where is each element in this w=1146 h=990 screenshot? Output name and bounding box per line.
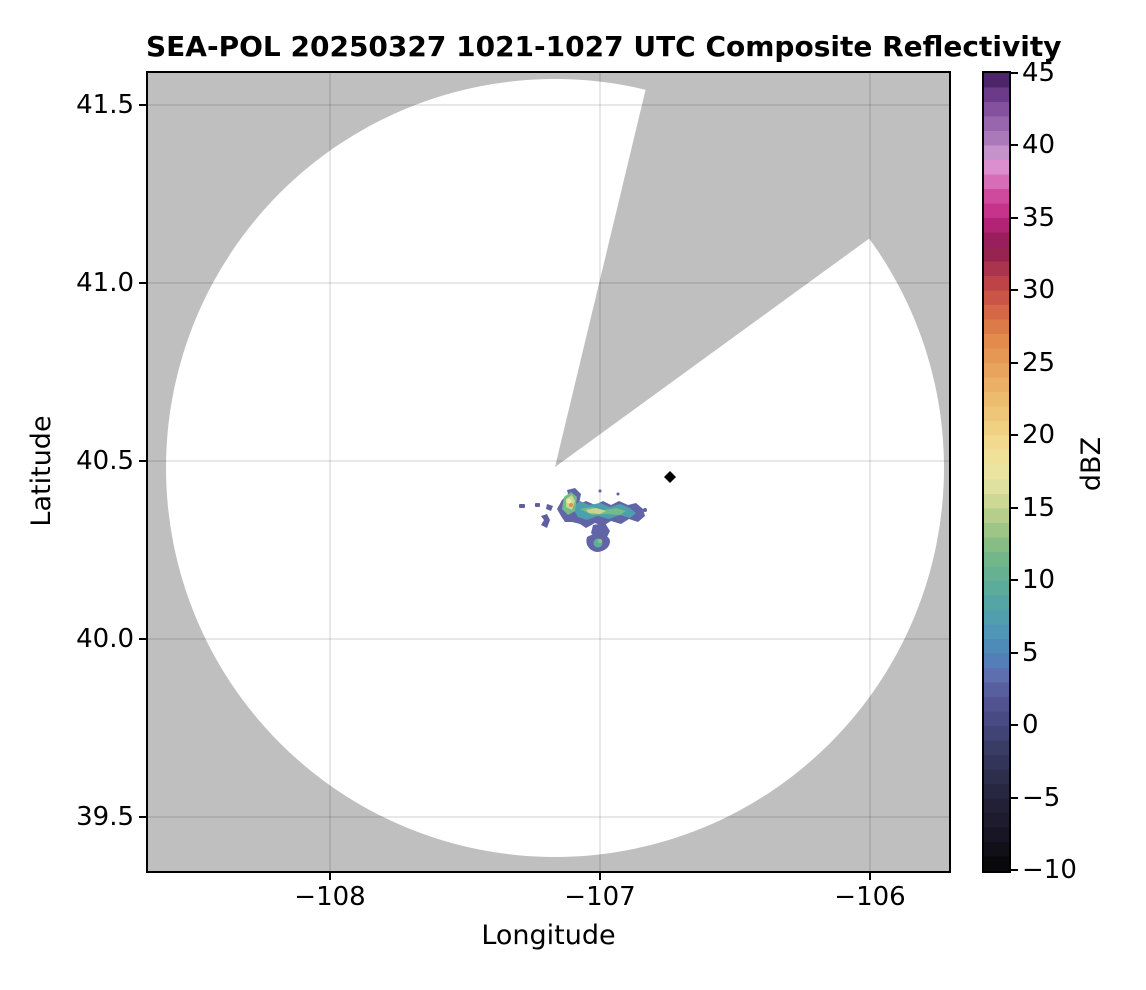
colorbar-tick-mark (1011, 289, 1018, 291)
colorbar-tick-label: 20 (1022, 420, 1056, 450)
y-tick-label: 41.5 (76, 90, 134, 120)
colorbar-tick-mark (1011, 434, 1018, 436)
colorbar-tick-mark (1011, 724, 1018, 726)
site-diamond-marker (664, 471, 676, 483)
gridlines (148, 73, 949, 871)
colorbar-tick-mark (1011, 797, 1018, 799)
colorbar-tick-label: 5 (1022, 638, 1039, 668)
colorbar-tick-label: 40 (1022, 130, 1056, 160)
y-axis-label: Latitude (26, 415, 57, 527)
colorbar-tick-mark (1011, 217, 1018, 219)
colorbar-tick-label: 25 (1022, 348, 1056, 378)
x-tick-mark (329, 873, 331, 880)
colorbar-tick-mark (1011, 72, 1018, 74)
x-axis-label: Longitude (481, 920, 616, 951)
x-tick-label: −106 (834, 882, 906, 912)
colorbar-tick-label: 10 (1022, 565, 1056, 595)
colorbar-tick-label: −5 (1022, 783, 1061, 813)
colorbar-tick-label: −10 (1022, 855, 1077, 885)
colorbar-tick-mark (1011, 144, 1018, 146)
plot-area (146, 71, 951, 873)
colorbar-tick-mark (1011, 652, 1018, 654)
colorbar-gradient (984, 73, 1009, 871)
y-tick-label: 40.5 (76, 446, 134, 476)
y-tick-mark (139, 104, 146, 106)
x-tick-label: −107 (564, 882, 636, 912)
colorbar-tick-mark (1011, 869, 1018, 871)
colorbar (982, 71, 1011, 873)
reflectivity-echoes (519, 488, 647, 552)
y-tick-mark (139, 460, 146, 462)
y-tick-label: 39.5 (76, 802, 134, 832)
y-tick-mark (139, 638, 146, 640)
colorbar-tick-label: 30 (1022, 275, 1056, 305)
orange-max-pixel (569, 503, 573, 507)
plot-title: SEA-POL 20250327 1021-1027 UTC Composite… (146, 30, 1062, 63)
blocked-sector-wedge (555, 88, 903, 467)
weak-specks-west (519, 489, 647, 528)
y-tick-label: 41.0 (76, 268, 134, 298)
x-tick-mark (599, 873, 601, 880)
x-tick-label: −108 (294, 882, 366, 912)
colorbar-axis-label: dBZ (1076, 436, 1107, 492)
colorbar-tick-label: 0 (1022, 710, 1039, 740)
nw-lobe-pale-yellow (566, 498, 572, 504)
colorbar-tick-mark (1011, 362, 1018, 364)
radar-map (148, 73, 949, 871)
y-tick-label: 40.0 (76, 624, 134, 654)
colorbar-tick-label: 15 (1022, 493, 1056, 523)
x-tick-mark (869, 873, 871, 880)
colorbar-tick-mark (1011, 507, 1018, 509)
colorbar-tick-label: 35 (1022, 203, 1056, 233)
y-tick-mark (139, 816, 146, 818)
colorbar-tick-label: 45 (1022, 58, 1056, 88)
south-cell-green (598, 539, 602, 543)
main-echo-yellow-streak (586, 508, 606, 514)
y-tick-mark (139, 282, 146, 284)
colorbar-tick-mark (1011, 579, 1018, 581)
